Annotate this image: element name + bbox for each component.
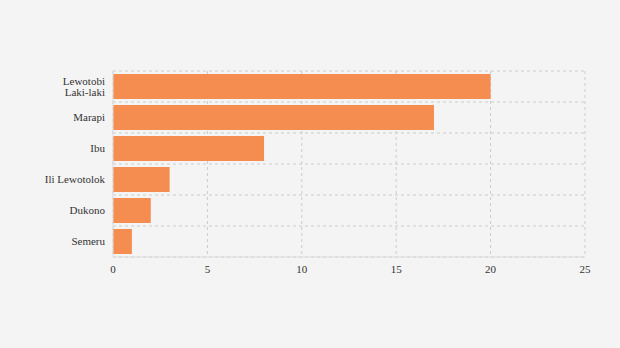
svg-text:10: 10 [296, 263, 308, 275]
svg-text:0: 0 [110, 263, 116, 275]
svg-text:20: 20 [485, 263, 497, 275]
svg-text:Semeru: Semeru [71, 235, 105, 247]
svg-text:5: 5 [205, 263, 211, 275]
svg-text:Dukono: Dukono [70, 204, 106, 216]
svg-text:LewotobiLaki-laki: LewotobiLaki-laki [63, 75, 105, 98]
svg-text:Ili Lewotolok: Ili Lewotolok [45, 173, 106, 185]
svg-text:15: 15 [391, 263, 403, 275]
svg-text:Marapi: Marapi [73, 111, 105, 123]
svg-text:25: 25 [580, 263, 592, 275]
svg-text:Ibu: Ibu [90, 142, 105, 154]
